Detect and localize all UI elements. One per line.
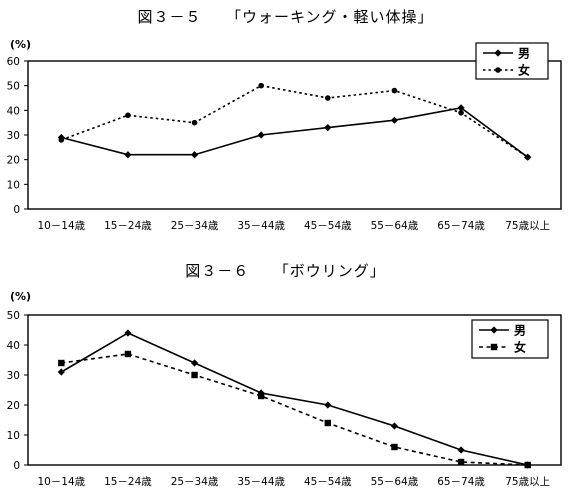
x-tick-label: 15－24歳 (104, 476, 152, 488)
data-point-female (58, 137, 65, 143)
data-point-female (325, 95, 331, 101)
x-tick-label: 35－44歳 (237, 220, 285, 232)
data-point-male (257, 131, 265, 139)
y-tick-label: 10 (7, 179, 20, 191)
x-tick-label: 25－34歳 (171, 476, 219, 488)
y-tick-label: 0 (13, 460, 20, 472)
series-line-male (60, 332, 528, 466)
x-tick-label: 55－64歳 (371, 476, 419, 488)
y-tick-label: 30 (7, 130, 20, 142)
chart-title: 図３－６ 「ボウリング」 (185, 262, 386, 280)
data-point-male (124, 329, 132, 337)
data-point-male (457, 104, 465, 112)
x-tick-label: 25－34歳 (171, 220, 219, 232)
data-point-female (125, 112, 131, 119)
y-tick-label: 40 (7, 105, 20, 117)
y-tick-label: 50 (7, 310, 20, 322)
y-tick-label: 20 (7, 400, 20, 412)
data-point-male (324, 124, 332, 132)
data-point-female (124, 350, 132, 358)
series-line-female (61, 84, 529, 158)
legend-marker (495, 67, 501, 73)
legend-box (471, 319, 549, 359)
chart-bowling-svg: (%) 0 10 20 30 40 50 10－14歳 15－24歳 25－34歳 35－44歳 45… (7, 290, 562, 488)
x-tick-label: 75歳以上 (505, 476, 550, 488)
y-tick-label: 30 (7, 370, 20, 382)
y-tick-label: 40 (7, 340, 20, 352)
y-tick-label: 20 (7, 155, 20, 167)
legend-box (475, 42, 549, 80)
legend-marker (494, 49, 502, 57)
y-unit-label: (%) (10, 290, 31, 303)
data-point-female (191, 371, 198, 379)
data-point-male (124, 151, 132, 159)
chart-walking: 図３－５ 「ウォーキング・軽い体操」 (%) 0 10 20 30 40 50 60 10－14… (0, 0, 571, 245)
x-tick-label: 15－24歳 (104, 220, 152, 232)
data-point-female (524, 154, 531, 160)
data-point-female (524, 461, 531, 469)
x-tick-label: 65－74歳 (437, 220, 485, 232)
x-tick-label: 45－54歳 (304, 220, 352, 232)
y-tick-label: 60 (7, 56, 20, 68)
data-point-male (457, 446, 465, 454)
data-point-female (457, 458, 465, 466)
data-point-female (324, 419, 332, 427)
y-unit-label: (%) (10, 38, 31, 51)
y-tick-label: 10 (7, 430, 20, 442)
data-point-female (191, 119, 198, 126)
data-point-male (390, 116, 399, 124)
legend-marker (490, 326, 498, 334)
series-line-male (61, 107, 529, 158)
data-point-male (57, 368, 65, 376)
plot-area (27, 60, 562, 210)
legend-label: 男 (518, 47, 530, 61)
series-line-female (61, 353, 528, 466)
data-point-male (190, 359, 199, 367)
data-point-female (391, 443, 398, 451)
data-point-male (324, 401, 332, 409)
chart-bowling: 図３－６ 「ボウリング」 (%) 0 10 20 30 40 50 10－14歳 15－24歳 2… (0, 252, 571, 500)
x-tick-label: 75歳以上 (505, 220, 550, 232)
data-point-female (391, 87, 398, 94)
legend-label: 女 (514, 340, 526, 355)
x-tick-label: 45－54歳 (304, 476, 352, 488)
data-point-female (258, 82, 264, 89)
data-point-female (458, 110, 464, 116)
x-tick-label: 10－14歳 (37, 220, 85, 232)
legend-label: 男 (514, 324, 526, 338)
x-tick-label: 10－14歳 (37, 476, 85, 488)
data-point-male (190, 151, 199, 159)
x-tick-label: 35－44歳 (237, 476, 285, 488)
data-point-male (390, 422, 399, 430)
y-tick-label: 0 (13, 204, 20, 216)
x-tick-label: 65－74歳 (437, 476, 485, 488)
plot-area (27, 314, 562, 466)
x-tick-label: 55－64歳 (371, 220, 419, 232)
data-point-female (257, 392, 265, 400)
y-tick-label: 50 (7, 81, 20, 93)
chart-title: 図３－５ 「ウォーキング・軽い体操」 (137, 8, 434, 26)
legend-marker (490, 343, 498, 351)
legend-label: 女 (518, 63, 530, 78)
data-point-female (58, 359, 65, 367)
chart-walking-svg: (%) 0 10 20 30 40 50 60 10－14歳 15－24歳 25－34歳 35－44歳… (7, 38, 562, 232)
